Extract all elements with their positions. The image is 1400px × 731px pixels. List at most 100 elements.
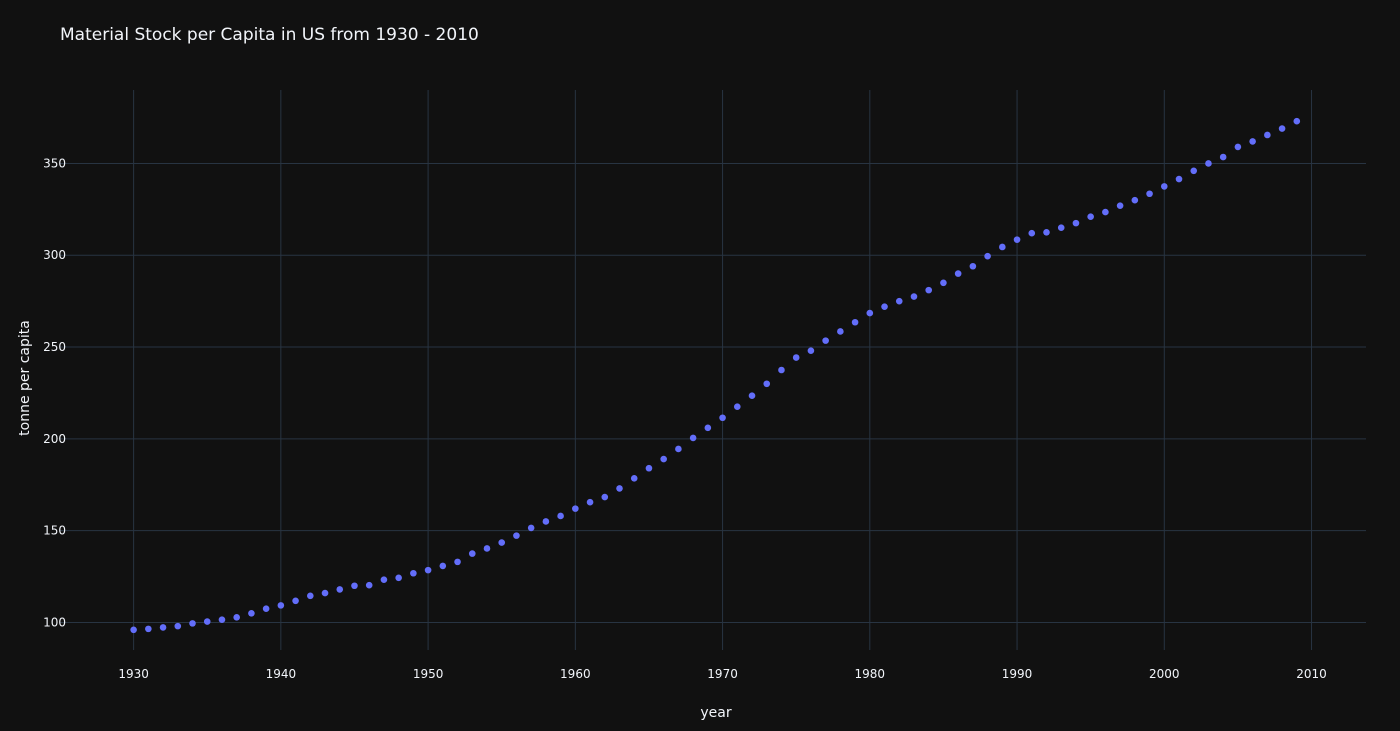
data-point[interactable]	[1013, 236, 1021, 243]
data-point[interactable]	[586, 498, 594, 506]
data-point[interactable]	[174, 622, 182, 630]
x-tick-label: 1930	[118, 667, 149, 681]
data-point[interactable]	[321, 589, 329, 597]
x-tick-label: 2010	[1296, 667, 1327, 681]
y-tick-label: 300	[43, 248, 66, 262]
data-point[interactable]	[1087, 213, 1094, 220]
data-point[interactable]	[1057, 224, 1065, 232]
data-point[interactable]	[1043, 228, 1050, 236]
data-point[interactable]	[866, 309, 874, 317]
data-point[interactable]	[1293, 117, 1301, 125]
y-axis-title: tonne per capita	[17, 320, 33, 436]
data-point[interactable]	[822, 337, 829, 344]
data-points	[130, 117, 1301, 634]
data-point[interactable]	[792, 354, 800, 361]
data-point[interactable]	[999, 243, 1006, 251]
data-point[interactable]	[601, 493, 609, 501]
x-tick-label: 1940	[266, 667, 297, 681]
data-point[interactable]	[365, 581, 373, 589]
data-point[interactable]	[1234, 143, 1242, 151]
data-point[interactable]	[410, 569, 417, 577]
data-point[interactable]	[910, 293, 918, 300]
data-point[interactable]	[233, 614, 240, 621]
data-point[interactable]	[763, 380, 771, 388]
data-point[interactable]	[1102, 208, 1109, 216]
data-point[interactable]	[925, 286, 933, 294]
data-point[interactable]	[527, 524, 535, 532]
data-point[interactable]	[984, 252, 991, 260]
data-point[interactable]	[159, 624, 167, 631]
data-point[interactable]	[1146, 190, 1153, 198]
data-point[interactable]	[1072, 219, 1080, 227]
data-point[interactable]	[1264, 131, 1271, 139]
data-point[interactable]	[645, 464, 653, 472]
data-point[interactable]	[380, 576, 388, 583]
data-point[interactable]	[189, 620, 196, 627]
data-point[interactable]	[1028, 229, 1036, 237]
data-point[interactable]	[733, 403, 741, 411]
data-point[interactable]	[1190, 167, 1198, 175]
data-point[interactable]	[616, 485, 623, 492]
data-point[interactable]	[248, 609, 255, 617]
data-point[interactable]	[851, 318, 859, 326]
data-point[interactable]	[292, 597, 299, 605]
data-point[interactable]	[1175, 175, 1183, 183]
x-axis-title: year	[700, 705, 731, 721]
y-tick-label: 350	[43, 156, 66, 170]
data-point[interactable]	[572, 505, 579, 512]
data-point[interactable]	[262, 605, 270, 612]
data-point[interactable]	[719, 414, 726, 422]
data-point[interactable]	[439, 562, 447, 570]
data-point[interactable]	[940, 279, 947, 287]
x-tick-label: 1980	[855, 667, 886, 681]
data-point[interactable]	[454, 558, 461, 566]
data-point[interactable]	[307, 592, 314, 600]
x-tick-label: 1960	[560, 667, 591, 681]
data-point[interactable]	[1249, 138, 1256, 145]
data-point[interactable]	[660, 455, 667, 463]
data-point[interactable]	[395, 574, 402, 582]
x-tick-label: 1970	[707, 667, 738, 681]
data-point[interactable]	[1131, 196, 1139, 204]
y-tick-label: 100	[43, 615, 66, 629]
data-point[interactable]	[689, 434, 697, 442]
data-point[interactable]	[277, 602, 285, 609]
data-point[interactable]	[895, 297, 903, 305]
data-point[interactable]	[1205, 160, 1212, 167]
data-point[interactable]	[351, 582, 358, 590]
y-tick-label: 250	[43, 340, 66, 354]
x-tick-label: 2000	[1149, 667, 1180, 681]
data-point[interactable]	[837, 328, 844, 335]
data-point[interactable]	[145, 625, 152, 633]
data-point[interactable]	[630, 475, 638, 482]
data-point[interactable]	[513, 532, 520, 539]
data-point[interactable]	[969, 262, 977, 270]
data-point[interactable]	[557, 512, 564, 520]
data-point[interactable]	[881, 303, 888, 310]
data-point[interactable]	[218, 616, 226, 624]
data-point[interactable]	[748, 392, 756, 400]
x-tick-label: 1990	[1002, 667, 1033, 681]
data-point[interactable]	[675, 445, 682, 453]
data-point[interactable]	[336, 586, 344, 593]
chart-title: Material Stock per Capita in US from 193…	[60, 25, 479, 45]
data-point[interactable]	[424, 566, 432, 574]
y-axis-ticks: 100 150 200 250 300 350	[43, 156, 66, 629]
data-point[interactable]	[807, 347, 815, 355]
data-point[interactable]	[130, 626, 137, 634]
data-point[interactable]	[954, 270, 962, 277]
data-point[interactable]	[483, 545, 491, 552]
data-point[interactable]	[1160, 183, 1168, 190]
data-point[interactable]	[203, 618, 211, 625]
data-point[interactable]	[498, 539, 506, 546]
data-point[interactable]	[704, 424, 712, 432]
data-point[interactable]	[1219, 153, 1227, 161]
data-point[interactable]	[778, 366, 785, 374]
data-point[interactable]	[1116, 202, 1124, 209]
data-point[interactable]	[1278, 125, 1286, 132]
x-tick-label: 1950	[413, 667, 444, 681]
data-point[interactable]	[468, 550, 476, 557]
data-point[interactable]	[542, 518, 550, 525]
